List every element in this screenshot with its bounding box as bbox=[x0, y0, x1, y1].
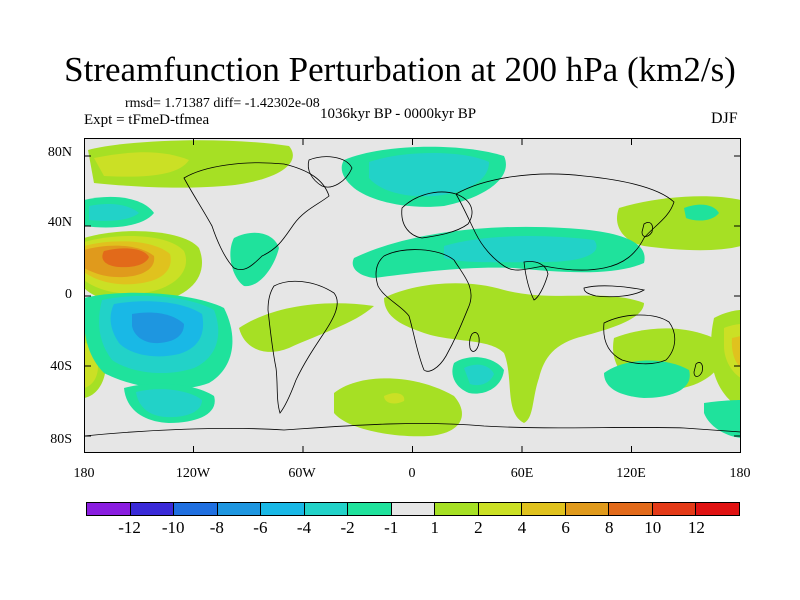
coast-new-zealand bbox=[693, 362, 703, 377]
anomaly-far-south-east bbox=[704, 400, 741, 438]
colorbar-label: -2 bbox=[340, 518, 355, 537]
anomaly-north-pacific-core bbox=[94, 152, 189, 177]
colorbar-swatch bbox=[174, 503, 218, 515]
anomaly-north-american-pacific bbox=[230, 232, 279, 287]
colorbar-swatch bbox=[304, 503, 349, 515]
anomaly-south-pacific-low-core bbox=[132, 312, 184, 344]
map-ticks bbox=[84, 138, 741, 453]
coast-europe bbox=[401, 191, 473, 239]
colorbar-swatch bbox=[609, 503, 653, 515]
anomaly-asia-band-core bbox=[444, 236, 597, 263]
colorbar bbox=[86, 502, 740, 516]
colorbar-label: 1 bbox=[430, 518, 440, 537]
lat-tick-label: 80N bbox=[47, 145, 72, 160]
colorbar-label: -6 bbox=[253, 518, 268, 537]
colorbar-label: -12 bbox=[118, 518, 141, 537]
lon-tick-label: 180 bbox=[73, 466, 95, 481]
lon-tick-label: 120E bbox=[616, 466, 646, 481]
anomaly-east-asia bbox=[616, 196, 741, 251]
map-svg bbox=[84, 138, 741, 453]
coast-australia bbox=[603, 314, 676, 365]
anomaly-south-atlantic bbox=[334, 378, 462, 437]
coastlines bbox=[84, 156, 741, 437]
lat-tick-label: 40N bbox=[47, 215, 72, 230]
colorbar-swatch bbox=[652, 503, 697, 515]
lon-tick-label: 120W bbox=[175, 466, 211, 481]
lon-tick-label: 0 bbox=[408, 466, 416, 481]
colorbar-swatch bbox=[696, 503, 739, 515]
coast-asia bbox=[455, 173, 675, 271]
colorbar-swatch bbox=[130, 503, 175, 515]
period-label: 1036kyr BP - 0000kyr BP bbox=[320, 106, 477, 122]
anomaly-south-pacific-south-core bbox=[136, 389, 202, 418]
colorbar-label: 6 bbox=[561, 518, 570, 537]
colorbar-label: -8 bbox=[209, 518, 224, 537]
colorbar-label: 2 bbox=[474, 518, 483, 537]
anomaly-south-america bbox=[239, 303, 374, 352]
anomaly-north-atlantic-europe-core bbox=[369, 153, 489, 197]
lat-tick-label: 80S bbox=[50, 432, 72, 447]
colorbar-label: 12 bbox=[687, 518, 705, 537]
colorbar-swatch bbox=[217, 503, 262, 515]
colorbar-label: 8 bbox=[604, 518, 614, 537]
coast-japan bbox=[641, 222, 653, 237]
colorbar-swatch bbox=[348, 503, 392, 515]
anomaly-south-pacific-east-core-2 bbox=[731, 336, 741, 368]
stats-text: rmsd= 1.71387 diff= -1.42302e-08 bbox=[125, 96, 320, 111]
colorbar-swatch bbox=[391, 503, 436, 515]
lat-tick-label: 0 bbox=[65, 287, 72, 302]
colorbar-label: -4 bbox=[296, 518, 312, 537]
coast-antarctica bbox=[84, 423, 741, 437]
anomaly-southeast-asia bbox=[684, 204, 719, 221]
contour-fill bbox=[84, 140, 741, 438]
colorbar-swatch bbox=[261, 503, 305, 515]
coast-indonesia bbox=[583, 285, 646, 298]
coast-india bbox=[523, 261, 549, 301]
colorbar-label: 10 bbox=[644, 518, 662, 537]
chart-title: Streamfunction Perturbation at 200 hPa (… bbox=[64, 50, 736, 89]
anomaly-south-indian-core bbox=[464, 364, 494, 386]
lon-tick-label: 60E bbox=[510, 466, 534, 481]
lat-tick-label: 40S bbox=[50, 359, 72, 374]
season-label: DJF bbox=[711, 110, 738, 127]
colorbar-label: -10 bbox=[161, 518, 185, 537]
lon-tick-label: 180 bbox=[729, 466, 751, 481]
coast-south-america bbox=[267, 280, 338, 414]
anomaly-subtropic-pacific-core bbox=[102, 248, 149, 268]
coast-madagascar bbox=[469, 332, 480, 352]
coast-africa bbox=[375, 249, 472, 372]
colorbar-swatch bbox=[565, 503, 610, 515]
anomaly-south-atlantic-core bbox=[384, 393, 405, 404]
map-panel bbox=[84, 138, 741, 453]
colorbar-label: 4 bbox=[517, 518, 527, 537]
coast-greenland bbox=[307, 156, 353, 188]
colorbar-swatch bbox=[435, 503, 479, 515]
anomaly-north-pacific-west-core bbox=[89, 204, 139, 221]
colorbar-swatch bbox=[522, 503, 566, 515]
experiment-label: Expt = tFmeD-tfmea bbox=[84, 112, 210, 128]
coast-north-america bbox=[183, 162, 330, 271]
colorbar-swatch bbox=[478, 503, 523, 515]
lon-tick-label: 60W bbox=[288, 466, 316, 481]
anomaly-australia-south bbox=[604, 360, 690, 398]
colorbar-swatch bbox=[87, 503, 131, 515]
colorbar-label: -1 bbox=[384, 518, 399, 537]
anomaly-tropical-atlantic-indian bbox=[384, 283, 644, 423]
